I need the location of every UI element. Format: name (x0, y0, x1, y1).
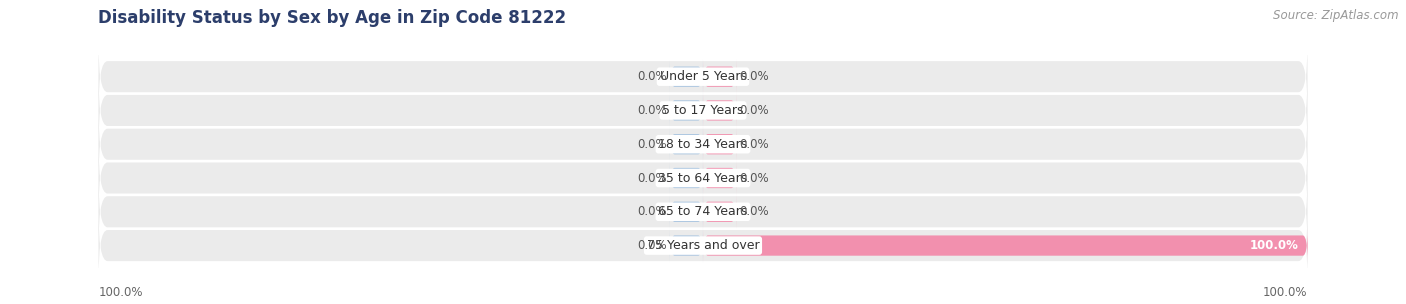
Text: 0.0%: 0.0% (637, 104, 666, 117)
Text: 5 to 17 Years: 5 to 17 Years (662, 104, 744, 117)
Text: 0.0%: 0.0% (637, 138, 666, 151)
FancyBboxPatch shape (703, 195, 737, 229)
Text: 0.0%: 0.0% (740, 138, 769, 151)
FancyBboxPatch shape (669, 94, 703, 127)
FancyBboxPatch shape (98, 210, 1308, 281)
FancyBboxPatch shape (703, 94, 737, 127)
FancyBboxPatch shape (98, 42, 1308, 112)
Text: 100.0%: 100.0% (98, 286, 143, 299)
Text: 18 to 34 Years: 18 to 34 Years (658, 138, 748, 151)
FancyBboxPatch shape (703, 127, 737, 161)
Text: Disability Status by Sex by Age in Zip Code 81222: Disability Status by Sex by Age in Zip C… (98, 9, 567, 27)
FancyBboxPatch shape (98, 109, 1308, 179)
Text: 0.0%: 0.0% (740, 70, 769, 83)
Text: 35 to 64 Years: 35 to 64 Years (658, 171, 748, 185)
Text: 65 to 74 Years: 65 to 74 Years (658, 205, 748, 218)
Text: 75 Years and over: 75 Years and over (647, 239, 759, 252)
Text: 0.0%: 0.0% (740, 205, 769, 218)
FancyBboxPatch shape (703, 60, 737, 94)
Text: 0.0%: 0.0% (740, 104, 769, 117)
FancyBboxPatch shape (98, 75, 1308, 146)
FancyBboxPatch shape (669, 161, 703, 195)
Text: 0.0%: 0.0% (637, 171, 666, 185)
Text: 0.0%: 0.0% (637, 70, 666, 83)
FancyBboxPatch shape (669, 127, 703, 161)
FancyBboxPatch shape (703, 161, 737, 195)
FancyBboxPatch shape (669, 195, 703, 229)
FancyBboxPatch shape (98, 177, 1308, 247)
Text: 100.0%: 100.0% (1263, 286, 1308, 299)
Text: 0.0%: 0.0% (637, 205, 666, 218)
Text: 100.0%: 100.0% (1250, 239, 1299, 252)
FancyBboxPatch shape (669, 60, 703, 94)
Text: Source: ZipAtlas.com: Source: ZipAtlas.com (1274, 9, 1399, 22)
Text: Under 5 Years: Under 5 Years (659, 70, 747, 83)
FancyBboxPatch shape (703, 229, 1308, 262)
Text: 0.0%: 0.0% (637, 239, 666, 252)
Text: 0.0%: 0.0% (740, 171, 769, 185)
FancyBboxPatch shape (98, 143, 1308, 213)
FancyBboxPatch shape (669, 229, 703, 262)
